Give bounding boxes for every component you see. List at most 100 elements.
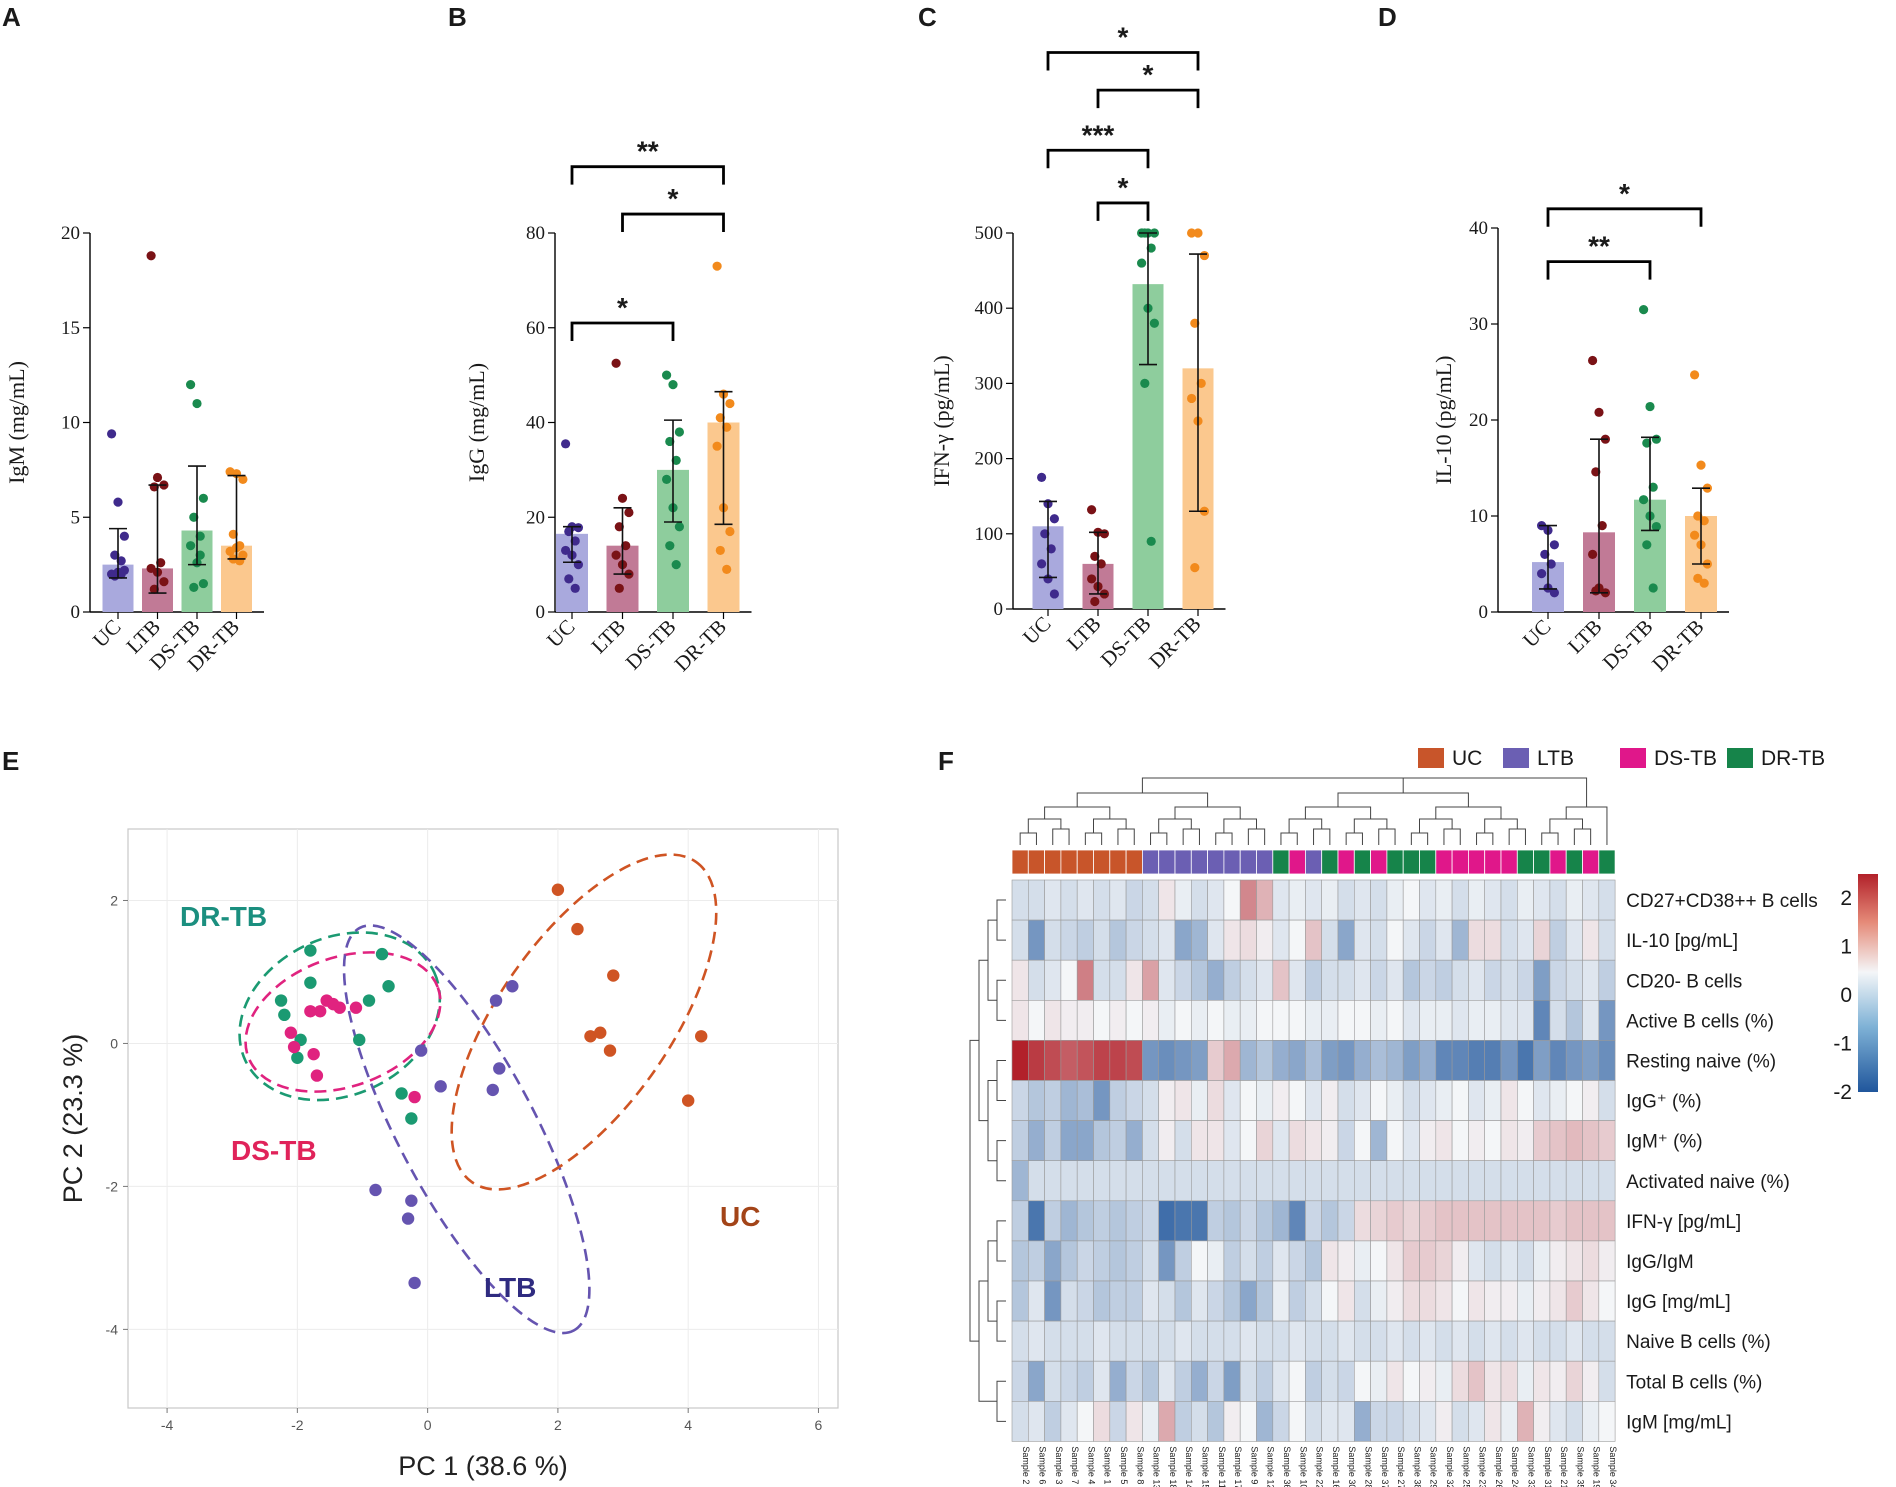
heatmap-cell [1484,999,1502,1041]
heatmap-cell [1484,1040,1502,1081]
heatmap-cell [1239,1401,1257,1442]
heatmap-cell [1028,959,1045,1001]
pca-point-ltb [493,1062,506,1075]
pca-point-ltb [401,1212,415,1225]
heatmap-cell [1109,1401,1127,1442]
row-label: IgM [mg/mL] [1626,1412,1732,1433]
column-label: Sample 26 [1494,1446,1504,1487]
data-point [1639,305,1649,315]
heatmap-cell [1158,999,1176,1041]
legend-swatch-uc [1418,748,1444,768]
heatmap-cell [1386,1120,1404,1161]
heatmap-cell [1321,1240,1339,1282]
heatmap-cell [1549,1320,1567,1362]
heatmap-cell [1093,1200,1111,1242]
dendrogram-branch [1223,818,1257,833]
heatmap-cell [1354,1080,1371,1121]
column-label: Sample 6 [1037,1446,1047,1484]
heatmap-cell [1484,919,1502,961]
heatmap-cell [1451,1240,1469,1282]
row-label: Resting naive (%) [1626,1051,1776,1072]
heatmap-cell [1321,1040,1339,1081]
data-point [156,558,166,568]
dendrogram-branch [1573,828,1592,845]
dendrogram-branch [1117,828,1135,845]
heatmap-cell [1337,999,1355,1041]
heatmap-cell [1191,959,1208,1001]
heatmap-cell [1549,999,1567,1041]
legend-swatch-ltb [1503,748,1529,768]
significance-bracket [1046,148,1150,169]
heatmap-cell [1272,959,1290,1001]
column-label: Sample 24 [1510,1446,1520,1487]
data-point [1537,569,1547,579]
heatmap-cell [1223,1401,1241,1442]
data-point [674,522,685,532]
data-point [1049,589,1059,599]
group-annotation-cell [1174,849,1192,875]
heatmap-cell [1239,999,1257,1041]
heatmap-cell [1174,1240,1192,1282]
heatmap-cell [1093,1280,1111,1322]
heatmap-cell [1044,1320,1062,1362]
pca-point-dr-tb [362,994,376,1007]
data-point [564,574,574,584]
heatmap-cell [1321,1320,1339,1362]
heatmap-cell [1468,1240,1486,1282]
data-point [1087,505,1097,515]
significance-bracket [570,165,725,185]
data-point [116,569,126,579]
heatmap-cell [1451,1320,1469,1362]
data-point [712,261,722,271]
pca-scatter: -4 -2 0 2 4 6 -4 -2 0 2 PC 1 (38.6 %) PC 2 (23.3 %)… [58,828,839,1481]
y-tick-label: 60 [526,318,545,339]
heatmap-cell [1565,959,1583,1001]
heatmap-cell [1239,1320,1257,1362]
pca-point-ltb [434,1080,447,1093]
x-axis-label: PC 1 (38.6 %) [398,1451,568,1481]
dendrogram-branch [996,1380,1006,1422]
heatmap-cell [1370,1240,1388,1282]
heatmap-cell [1500,1200,1518,1242]
y-tick-label: 40 [526,413,545,434]
pca-point-ds-tb [326,997,340,1011]
heatmap-cell [1239,919,1257,961]
pca-point-dr-tb [291,1051,304,1064]
heatmap-cell [1582,919,1600,961]
pca-point-dr-tb [304,944,317,957]
heatmap-cell [1239,1200,1257,1242]
heatmap-cell [1011,959,1029,1001]
heatmap-cell [1354,919,1371,961]
y-tick-label: 100 [975,524,1004,545]
heatmap-cell [1582,1160,1600,1202]
significance-bracket [1096,88,1200,109]
colorbar-tick-label: -1 [1833,1033,1852,1056]
heatmap-cell [1125,1160,1143,1202]
heatmap-cell [1517,1320,1534,1362]
data-point [192,398,202,409]
heatmap-cell [1500,919,1518,961]
heatmap-cell [1272,1280,1290,1322]
heatmap-cell [1386,879,1404,921]
data-point [1642,438,1652,448]
heatmap-cell [1435,919,1453,961]
data-point [1699,578,1709,588]
row-label: IgG⁺ (%) [1626,1092,1701,1113]
data-point [189,512,199,522]
heatmap-cell [1060,1200,1078,1242]
group-annotation-cell [1565,849,1583,875]
heatmap-cell [1044,1080,1062,1121]
heatmap-cell [1468,1080,1486,1121]
heatmap-cell [1435,879,1453,921]
heatmap-cell [1549,1240,1567,1282]
heatmap-cell [1419,879,1437,921]
heatmap-cell [1076,1280,1094,1322]
heatmap-cell [1093,1401,1111,1442]
heatmap-cell [1191,1080,1208,1121]
heatmap-cell [1565,1240,1583,1282]
heatmap-cell [1288,1200,1306,1242]
heatmap-cell [1337,1200,1355,1242]
heatmap-cell [1207,1160,1225,1202]
heatmap-cell [1500,1160,1518,1202]
heatmap-cell [1321,1120,1339,1161]
